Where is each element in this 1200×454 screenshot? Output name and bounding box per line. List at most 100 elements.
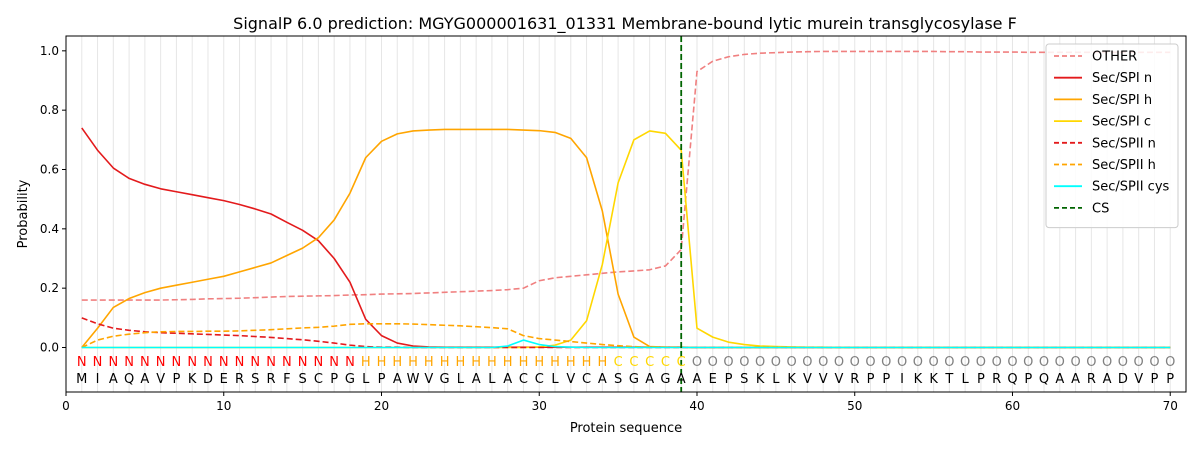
x-tick-label: 60 [1005,399,1020,413]
region-label: H [597,355,607,370]
residue-label: A [472,372,481,387]
residue-label: K [188,372,197,387]
residue-label: F [283,372,290,387]
region-label: O [1149,355,1159,370]
residue-label: S [614,372,622,387]
region-label: O [881,355,891,370]
legend: OTHER Sec/SPI n Sec/SPI h Sec/SPI c Sec/SPII… [1045,43,1179,229]
residue-label: A [503,372,512,387]
residue-label: Q [124,372,134,387]
region-label: H [377,355,387,370]
region-label: O [1055,355,1065,370]
legend-box [1045,43,1179,229]
residue-label: P [1151,372,1159,387]
residue-label: L [362,372,370,387]
region-label: H [519,355,529,370]
region-label: N [298,355,308,370]
residue-label: K [787,372,796,387]
region-label: O [723,355,733,370]
residue-label: Q [1007,372,1017,387]
x-tick-label: 10 [216,399,231,413]
y-tick-label: 0.4 [40,222,59,236]
grid-layer [81,36,1171,392]
region-label: O [928,355,938,370]
residue-label: V [1134,372,1143,387]
y-tick-label: 0.8 [40,103,59,117]
x-tick-label: 30 [532,399,547,413]
x-tick-label: 40 [689,399,704,413]
residue-label: I [96,372,100,387]
residue-label: V [156,372,165,387]
residue-label: A [645,372,654,387]
region-label: N [203,355,213,370]
region-label: H [440,355,450,370]
residue-label: W [407,372,420,387]
residue-label: V [803,372,812,387]
residue-label: G [629,372,639,387]
legend-label: OTHER [1092,50,1137,65]
residue-label: I [900,372,904,387]
region-label: O [1007,355,1017,370]
region-label: O [976,355,986,370]
residue-label: V [819,372,828,387]
residue-label: K [914,372,923,387]
region-label: H [408,355,418,370]
residue-label: D [203,372,213,387]
x-tick-label: 70 [1163,399,1178,413]
residue-label: G [440,372,450,387]
legend-label: CS [1092,201,1109,216]
legend-label: Sec/SPI c [1092,115,1151,130]
region-label: O [755,355,765,370]
y-axis-label: Probability [16,179,31,248]
residue-label: G [660,372,670,387]
residue-label: A [693,372,702,387]
legend-label: Sec/SPII h [1092,158,1156,173]
region-label: C [614,355,623,370]
residue-label: R [850,372,859,387]
axis-layer: 0 10 20 30 40 50 60 70 0.0 0.2 0.4 0.6 0.8 1.0 [40,44,1178,413]
x-tick-label: 20 [374,399,389,413]
residue-label: C [519,372,528,387]
residue-label: A [109,372,118,387]
region-label: O [992,355,1002,370]
region-label: N [187,355,197,370]
region-label: N [219,355,229,370]
region-label: O [1102,355,1112,370]
residue-label: K [756,372,765,387]
residue-label: V [566,372,575,387]
residue-label: E [220,372,228,387]
residue-label: G [345,372,355,387]
region-label: O [960,355,970,370]
residue-label: S [740,372,748,387]
region-label: O [1086,355,1096,370]
residue-label: A [393,372,402,387]
region-label: O [1070,355,1080,370]
region-label: H [361,355,371,370]
region-label: O [1118,355,1128,370]
region-label: N [108,355,118,370]
region-label: N [345,355,355,370]
region-label: O [1039,355,1049,370]
region-label: N [266,355,276,370]
residue-label: A [677,372,686,387]
legend-label: Sec/SPII n [1092,136,1156,151]
series-line-sec-spii-cys [81,339,1171,349]
region-label: H [424,355,434,370]
region-label: C [645,355,654,370]
region-label: N [172,355,182,370]
residue-label: P [1166,372,1174,387]
residue-label: A [1055,372,1064,387]
region-label: O [834,355,844,370]
region-label: C [629,355,638,370]
x-axis-label: Protein sequence [570,421,682,436]
region-label: N [314,355,324,370]
chart-title: SignalP 6.0 prediction: MGYG000001631_01… [233,14,1017,34]
residue-label: L [962,372,970,387]
residue-label: C [314,372,323,387]
region-label: O [1023,355,1033,370]
region-label: H [566,355,576,370]
residue-label: P [378,372,386,387]
residue-label: R [992,372,1001,387]
region-label: O [944,355,954,370]
